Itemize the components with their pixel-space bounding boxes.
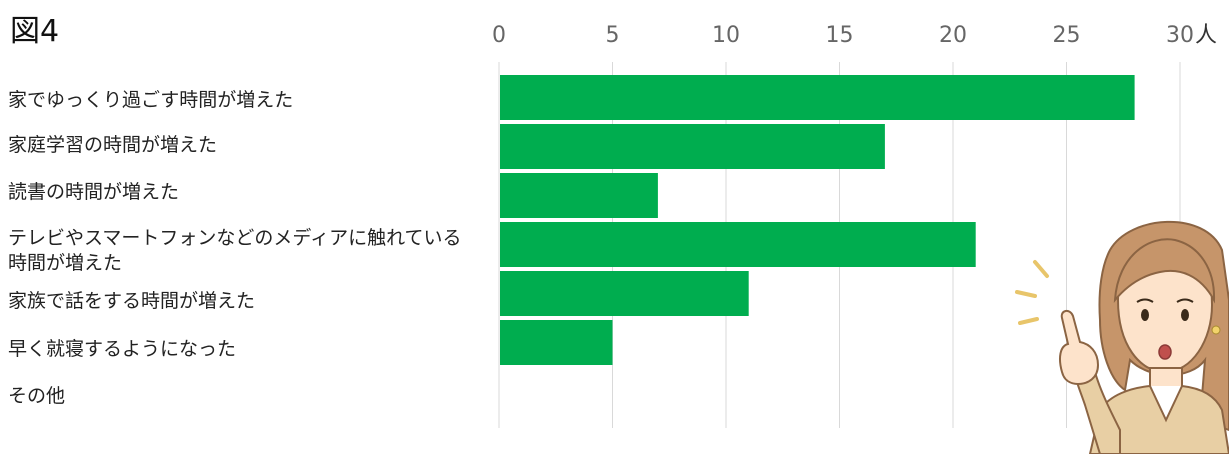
x-tick-label: 10 xyxy=(712,23,740,48)
category-label: 時間が増えた xyxy=(8,252,123,274)
bar xyxy=(500,173,658,218)
category-label: 家庭学習の時間が増えた xyxy=(8,134,218,156)
bar xyxy=(500,124,885,169)
x-tick-label: 0 xyxy=(492,23,506,48)
bar xyxy=(500,320,613,365)
teacher-illustration xyxy=(1015,220,1229,454)
x-tick-label: 5 xyxy=(606,23,620,48)
bar xyxy=(500,222,976,267)
x-tick-label: 30 xyxy=(1166,23,1194,48)
bars xyxy=(500,75,1135,365)
bar xyxy=(500,75,1135,120)
category-label: 読書の時間が増えた xyxy=(8,181,180,203)
category-label: 家族で話をする時間が増えた xyxy=(8,290,256,312)
bar xyxy=(500,271,749,316)
unit-label: 人 xyxy=(1195,23,1217,48)
category-label: 家でゆっくり過ごす時間が増えた xyxy=(8,89,294,111)
tick-labels: 0 5 10 15 20 25 30 xyxy=(492,23,1194,48)
category-label: テレビやスマートフォンなどのメディアに触れている xyxy=(8,227,462,249)
x-tick-label: 15 xyxy=(826,23,854,48)
sparkle-icon xyxy=(1015,260,1049,325)
category-label: その他 xyxy=(8,385,66,407)
x-tick-label: 25 xyxy=(1053,23,1081,48)
category-label: 早く就寝するようになった xyxy=(8,338,237,360)
chart-title: 図4 xyxy=(10,14,60,49)
x-tick-label: 20 xyxy=(939,23,967,48)
